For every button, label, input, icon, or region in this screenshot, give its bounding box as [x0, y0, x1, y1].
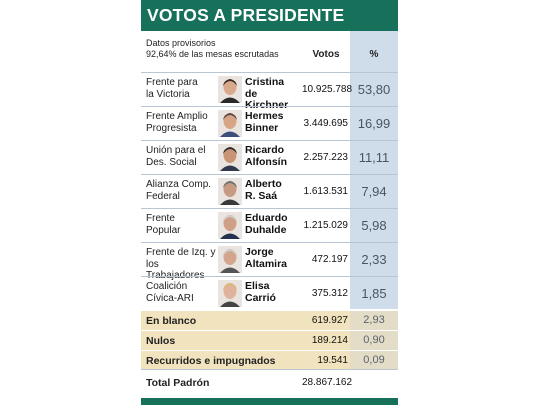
candidate-percent: 1,85: [361, 286, 387, 301]
summary-percent: 0,90: [350, 331, 398, 350]
note-line-1: Datos provisorios: [146, 38, 216, 48]
summary-votes: 189.214: [311, 335, 348, 346]
candidate-name-line-2: Alfonsín: [245, 155, 287, 168]
candidate-percent: 7,94: [361, 184, 387, 199]
candidate-photo: [218, 246, 242, 273]
title: VOTOS A PRESIDENTE: [147, 5, 345, 25]
candidate-name: Jorge Altamira: [245, 246, 303, 270]
party-name: Unión para el Des. Social: [146, 145, 218, 168]
candidate-votes: 375.312: [311, 288, 348, 299]
election-results-graphic: VOTOS A PRESIDENTE Datos provisorios 92,…: [141, 0, 398, 405]
summary-label: En blanco: [146, 315, 197, 327]
candidate-row: Coalición Cívica-ARI Elisa Carrió 375.312 1,8…: [141, 276, 398, 310]
summary-percent: 2,93: [350, 311, 398, 330]
candidate-name: Cristina de Kirchner: [245, 76, 303, 112]
candidate-photo: [218, 110, 242, 137]
candidate-percent: 16,99: [357, 116, 391, 131]
candidate-photo: [218, 76, 242, 103]
party-name: Frente de Izq. y los Trabajadores: [146, 247, 218, 282]
bottom-bar: [141, 398, 398, 405]
candidate-votes: 1.613.531: [303, 186, 349, 197]
summary-label: Nulos: [146, 335, 176, 347]
summary-row: En blanco 619.927 2,93: [141, 310, 398, 330]
votes-column-background: [302, 31, 350, 309]
summary-row: Nulos 189.214 0,90: [141, 330, 398, 350]
candidate-name-line-1: Alberto: [245, 178, 282, 190]
party-name: Frente Amplio Progresista: [146, 111, 218, 134]
total-row: Total Padrón 28.867.162: [141, 369, 398, 395]
party-line-1: Frente de Izq. y: [146, 247, 216, 258]
candidate-row: Frente de Izq. y los Trabajadores Jorge Alt…: [141, 242, 398, 281]
party-line-1: Alianza Comp.: [146, 179, 212, 190]
party-line-2: Popular: [146, 224, 181, 236]
candidate-name: Eduardo Duhalde: [245, 212, 303, 236]
total-label: Total Padrón: [146, 377, 210, 389]
candidate-name-line-1: Hermes: [245, 110, 284, 122]
candidate-photo: [218, 212, 242, 239]
party-line-1: Frente para: [146, 77, 198, 88]
candidate-percent: 53,80: [357, 82, 391, 97]
candidate-votes: 2.257.223: [303, 152, 349, 163]
candidate-name: Hermes Binner: [245, 110, 303, 134]
candidate-row: Frente para la Victoria Cristina de Kirchne…: [141, 72, 398, 111]
party-name: Alianza Comp. Federal: [146, 179, 218, 202]
note-line-2: 92,64% de las mesas escrutadas: [146, 49, 279, 59]
party-line-1: Coalición: [146, 281, 188, 292]
candidate-name: Alberto R. Saá: [245, 178, 303, 202]
party-line-2: la Victoria: [146, 88, 190, 100]
candidate-percent: 11,11: [358, 150, 390, 165]
party-line-1: Frente Amplio: [146, 111, 208, 122]
candidate-votes: 472.197: [311, 254, 348, 265]
candidate-photo: [218, 144, 242, 171]
candidate-name: Elisa Carrió: [245, 280, 303, 304]
candidate-row: Unión para el Des. Social Ricardo Alfonsín 2…: [141, 140, 398, 174]
column-header-votes: Votos: [312, 49, 340, 60]
candidate-name: Ricardo Alfonsín: [245, 144, 303, 168]
candidate-name-line-1: Eduardo: [245, 212, 288, 224]
party-name: Coalición Cívica-ARI: [146, 281, 218, 304]
candidate-name-line-2: R. Saá: [245, 189, 278, 202]
candidate-photo: [218, 178, 242, 205]
party-line-1: Unión para el: [146, 145, 206, 156]
party-line-2: Cívica-ARI: [146, 292, 194, 304]
summary-label: Recurridos e impugnados: [146, 355, 276, 367]
summary-votes: 19.541: [317, 355, 348, 366]
candidate-name-line-1: Elisa: [245, 280, 270, 292]
summary-votes: 619.927: [311, 315, 348, 326]
candidate-name-line-1: Jorge: [245, 246, 274, 258]
candidate-name-line-2: Carrió: [245, 291, 276, 304]
candidate-votes: 10.925.788: [302, 84, 353, 95]
candidate-name-line-2: Duhalde: [245, 223, 287, 236]
party-line-2: Federal: [146, 190, 180, 202]
summary-row: Recurridos e impugnados 19.541 0,09: [141, 350, 398, 370]
candidate-percent: 5,98: [361, 218, 387, 233]
party-line-2: Des. Social: [146, 156, 197, 168]
party-name: Frente Popular: [146, 213, 218, 236]
candidate-photo: [218, 280, 242, 307]
summary-percent: 0,09: [350, 351, 398, 370]
total-votes: 28.867.162: [302, 377, 353, 388]
candidate-name-line-2: Binner: [245, 121, 279, 134]
party-line-1: Frente: [146, 213, 175, 224]
header-note: Datos provisorios 92,64% de las mesas es…: [146, 38, 301, 60]
candidate-row: Frente Amplio Progresista Hermes Binner 3.44…: [141, 106, 398, 140]
candidate-row: Alianza Comp. Federal Alberto R. Saá 1.613.5…: [141, 174, 398, 208]
candidate-name-line-2: Altamira: [245, 257, 288, 270]
candidate-percent: 2,33: [361, 252, 387, 267]
percent-column-background: [350, 31, 398, 309]
title-bar: VOTOS A PRESIDENTE: [141, 0, 398, 31]
candidate-votes: 3.449.695: [303, 118, 349, 129]
candidate-name-line-1: Cristina: [245, 76, 285, 88]
candidate-votes: 1.215.029: [303, 220, 349, 231]
candidate-name-line-2: de Kirchner: [245, 87, 289, 111]
party-line-2: los Trabajadores: [146, 258, 205, 282]
party-line-2: Progresista: [146, 122, 197, 134]
party-name: Frente para la Victoria: [146, 77, 218, 100]
candidate-row: Frente Popular Eduardo Duhalde 1.215.029 5,98: [141, 208, 398, 242]
column-header-percent: %: [369, 49, 379, 60]
candidate-name-line-1: Ricardo: [245, 144, 285, 156]
